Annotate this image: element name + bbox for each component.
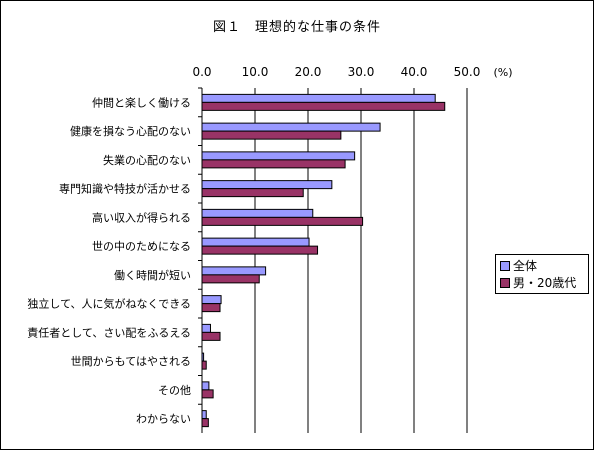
bar-series-2 [201,303,221,313]
bar-series-2 [201,216,364,226]
bar-series-1 [201,323,211,333]
grid-lines [254,88,468,433]
bars [201,93,446,428]
bar-series-2 [201,188,304,198]
category-labels: 仲間と楽しく働ける健康を損なう心配のない失業の心配のない専門知識や特技が活かせる… [27,95,191,425]
bar-series-2 [201,101,446,111]
bar-series-2 [201,274,260,284]
bar-series-2 [201,130,342,140]
bar-series-1 [201,208,314,218]
bar-series-2 [201,245,319,255]
category-label: 失業の心配のない [103,154,191,167]
bar-series-1 [201,266,267,276]
x-tick-label: 40.0 [401,65,428,79]
unit-label: (%) [493,66,512,79]
x-tick-label: 10.0 [242,65,269,79]
chart-title: 図１ 理想的な仕事の条件 [212,20,381,35]
category-label: その他 [158,384,191,397]
category-label: 高い収入が得られる [92,210,191,224]
bar-series-1 [201,93,436,103]
category-label: 働く時間が短い [114,268,191,282]
legend-label-series-1: 全体 [513,259,538,273]
bar-series-2 [201,360,207,370]
category-label: 仲間と楽しく働ける [92,95,191,109]
bar-series-1 [201,151,356,161]
bar-series-1 [201,295,222,305]
bar-series-1 [201,410,207,420]
category-label: 独立して、人に気がねなくできる [27,297,191,311]
axes [198,87,203,433]
category-label: 世の中のためになる [92,240,191,253]
x-tick-label: 50.0 [454,65,481,79]
x-tick-label: 0.0 [192,65,211,79]
legend-label-series-2: 男・20歳代 [513,276,577,290]
legend-item-series-1: 全体 [500,258,537,274]
legend: 全体 男・20歳代 [495,254,589,294]
bar-series-1 [201,381,210,391]
bar-series-1 [201,122,381,132]
category-label: 専門知識や特技が活かせる [59,182,191,196]
bar-series-2 [201,418,209,428]
bar-series-1 [201,180,333,190]
category-label: 健康を損なう心配のない [70,124,191,138]
category-label: 世間からもてはやされる [71,355,191,368]
bar-series-2 [201,331,221,341]
category-label: わからない [136,413,191,426]
legend-swatch-series-1 [500,260,510,271]
x-tick-label: 20.0 [295,65,322,79]
bar-series-2 [201,159,346,169]
bar-series-2 [201,389,214,399]
legend-item-series-2: 男・20歳代 [500,275,576,291]
category-label: 責任者として、さい配をふるえる [27,325,191,339]
legend-swatch-series-2 [500,277,510,288]
bar-series-1 [201,237,310,247]
x-tick-labels: 0.0 10.0 20.0 30.0 40.0 50.0 (%) [192,65,512,79]
x-tick-label: 30.0 [348,65,375,79]
